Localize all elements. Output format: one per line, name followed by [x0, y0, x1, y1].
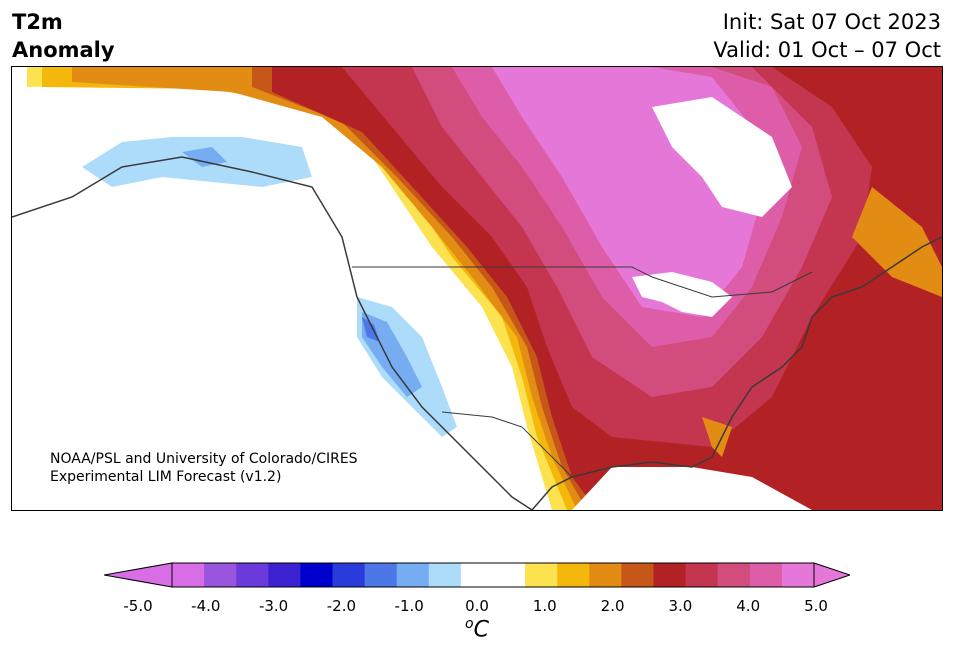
- colorbar-cell: [300, 563, 333, 587]
- ocean-south: [572, 467, 812, 510]
- colorbar-tick-label: -2.0: [326, 597, 357, 615]
- units-degree: o: [465, 616, 474, 632]
- hudson-bay: [652, 97, 792, 217]
- colorbar-tick-label: -4.0: [191, 597, 221, 615]
- anomaly-map: NOAA/PSL and University of Colorado/CIRE…: [11, 66, 943, 511]
- coastline: [12, 156, 942, 510]
- credit-line-1: NOAA/PSL and University of Colorado/CIRE…: [50, 451, 358, 467]
- units-celsius: C: [473, 617, 489, 643]
- colorbar-tick-label: -1.0: [394, 597, 424, 615]
- colorbar-cell: [685, 563, 719, 587]
- colorbar-tick-label: -5.0: [123, 597, 153, 615]
- contour-ne-orange: [852, 187, 942, 297]
- colorbar-cell: [493, 563, 526, 587]
- units-label: oC: [465, 616, 489, 642]
- colorbar-cell: [236, 563, 269, 587]
- colorbar-tick-label: 3.0: [668, 597, 693, 615]
- colorbar-tick-label: 0.0: [465, 597, 489, 615]
- colorbar-cell: [525, 563, 558, 587]
- map-svg: [12, 67, 942, 510]
- colorbar-cell: [428, 563, 462, 587]
- colorbar-tick-label: 5.0: [804, 597, 828, 615]
- colorbar-cell: [589, 563, 622, 587]
- contour-westcoast-blue: [362, 312, 422, 397]
- colorbar-cell: [717, 563, 751, 587]
- colorbar-tick-label: -3.0: [258, 597, 289, 615]
- contour-westcoast-dkblue: [362, 317, 380, 342]
- colorbar-under-arrow: [104, 562, 173, 588]
- init-date: Init: Sat 07 Oct 2023: [722, 10, 941, 34]
- us-mexico-border: [441, 411, 573, 478]
- credit-text: NOAA/PSL and University of Colorado/CIRE…: [50, 450, 358, 486]
- colorbar-cell: [653, 563, 687, 587]
- colorbar-tick-label: 2.0: [600, 597, 625, 615]
- colorbar-cell: [460, 563, 494, 587]
- colorbar-cell: [396, 563, 430, 587]
- colorbar-tick-label: 4.0: [736, 597, 761, 615]
- colorbar-cell: [172, 563, 205, 587]
- contour-ne-red: [802, 67, 942, 137]
- colorbar-cell: [204, 563, 237, 587]
- colorbar-over-arrow: [813, 562, 850, 588]
- valid-range: Valid: 01 Oct – 07 Oct: [713, 38, 941, 62]
- colorbar-cell: [749, 563, 783, 587]
- colorbar-outline: [171, 562, 815, 588]
- contour-alaska-blue: [182, 147, 227, 167]
- colorbar-tick-labels: -5.0 -4.0 -3.0 -2.0 -1.0 0.0 1.0 2.0 3.0 4.0 5.0: [0, 597, 953, 617]
- colorbar-cell: [781, 563, 815, 587]
- colorbar-cells: [172, 563, 815, 587]
- us-canada-border: [352, 266, 813, 298]
- colorbar-cell: [332, 563, 366, 587]
- contour-florida-orange: [702, 417, 732, 457]
- colorbar-cell: [364, 563, 398, 587]
- great-lakes: [632, 272, 732, 317]
- colorbar-tick-label: 1.0: [532, 597, 557, 615]
- colorbar-cell: [557, 563, 590, 587]
- credit-line-2: Experimental LIM Forecast (v1.2): [50, 469, 282, 485]
- map-title: T2m Anomaly: [12, 10, 115, 62]
- colorbar-cell: [621, 563, 654, 587]
- forecast-dates: Init: Sat 07 Oct 2023 Valid: 01 Oct – 07…: [713, 8, 941, 64]
- colorbar: [104, 562, 850, 588]
- colorbar-cell: [268, 563, 301, 587]
